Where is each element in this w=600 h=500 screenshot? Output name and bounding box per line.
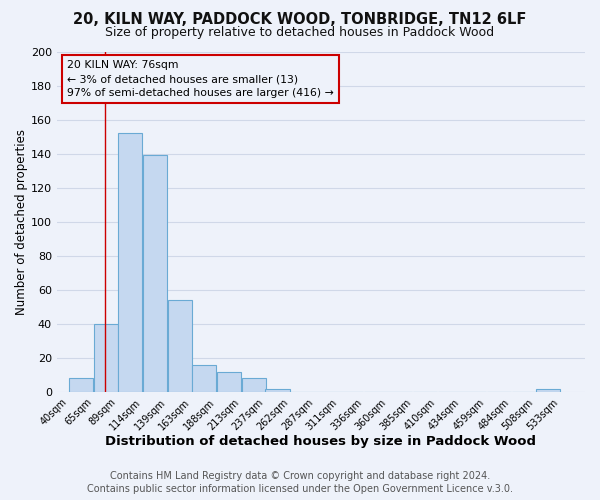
- Y-axis label: Number of detached properties: Number of detached properties: [15, 128, 28, 314]
- Bar: [242, 378, 266, 392]
- Bar: [94, 324, 118, 392]
- Text: Size of property relative to detached houses in Paddock Wood: Size of property relative to detached ho…: [106, 26, 494, 39]
- Bar: [217, 372, 241, 392]
- Bar: [143, 156, 167, 392]
- Text: 20, KILN WAY, PADDOCK WOOD, TONBRIDGE, TN12 6LF: 20, KILN WAY, PADDOCK WOOD, TONBRIDGE, T…: [73, 12, 527, 28]
- Text: 20 KILN WAY: 76sqm
← 3% of detached houses are smaller (13)
97% of semi-detached: 20 KILN WAY: 76sqm ← 3% of detached hous…: [67, 60, 334, 98]
- Bar: [118, 133, 142, 392]
- Bar: [192, 364, 216, 392]
- Bar: [168, 300, 192, 392]
- Bar: [536, 388, 560, 392]
- Bar: [69, 378, 93, 392]
- Text: Contains HM Land Registry data © Crown copyright and database right 2024.
Contai: Contains HM Land Registry data © Crown c…: [87, 471, 513, 494]
- Bar: [265, 388, 290, 392]
- X-axis label: Distribution of detached houses by size in Paddock Wood: Distribution of detached houses by size …: [106, 434, 536, 448]
